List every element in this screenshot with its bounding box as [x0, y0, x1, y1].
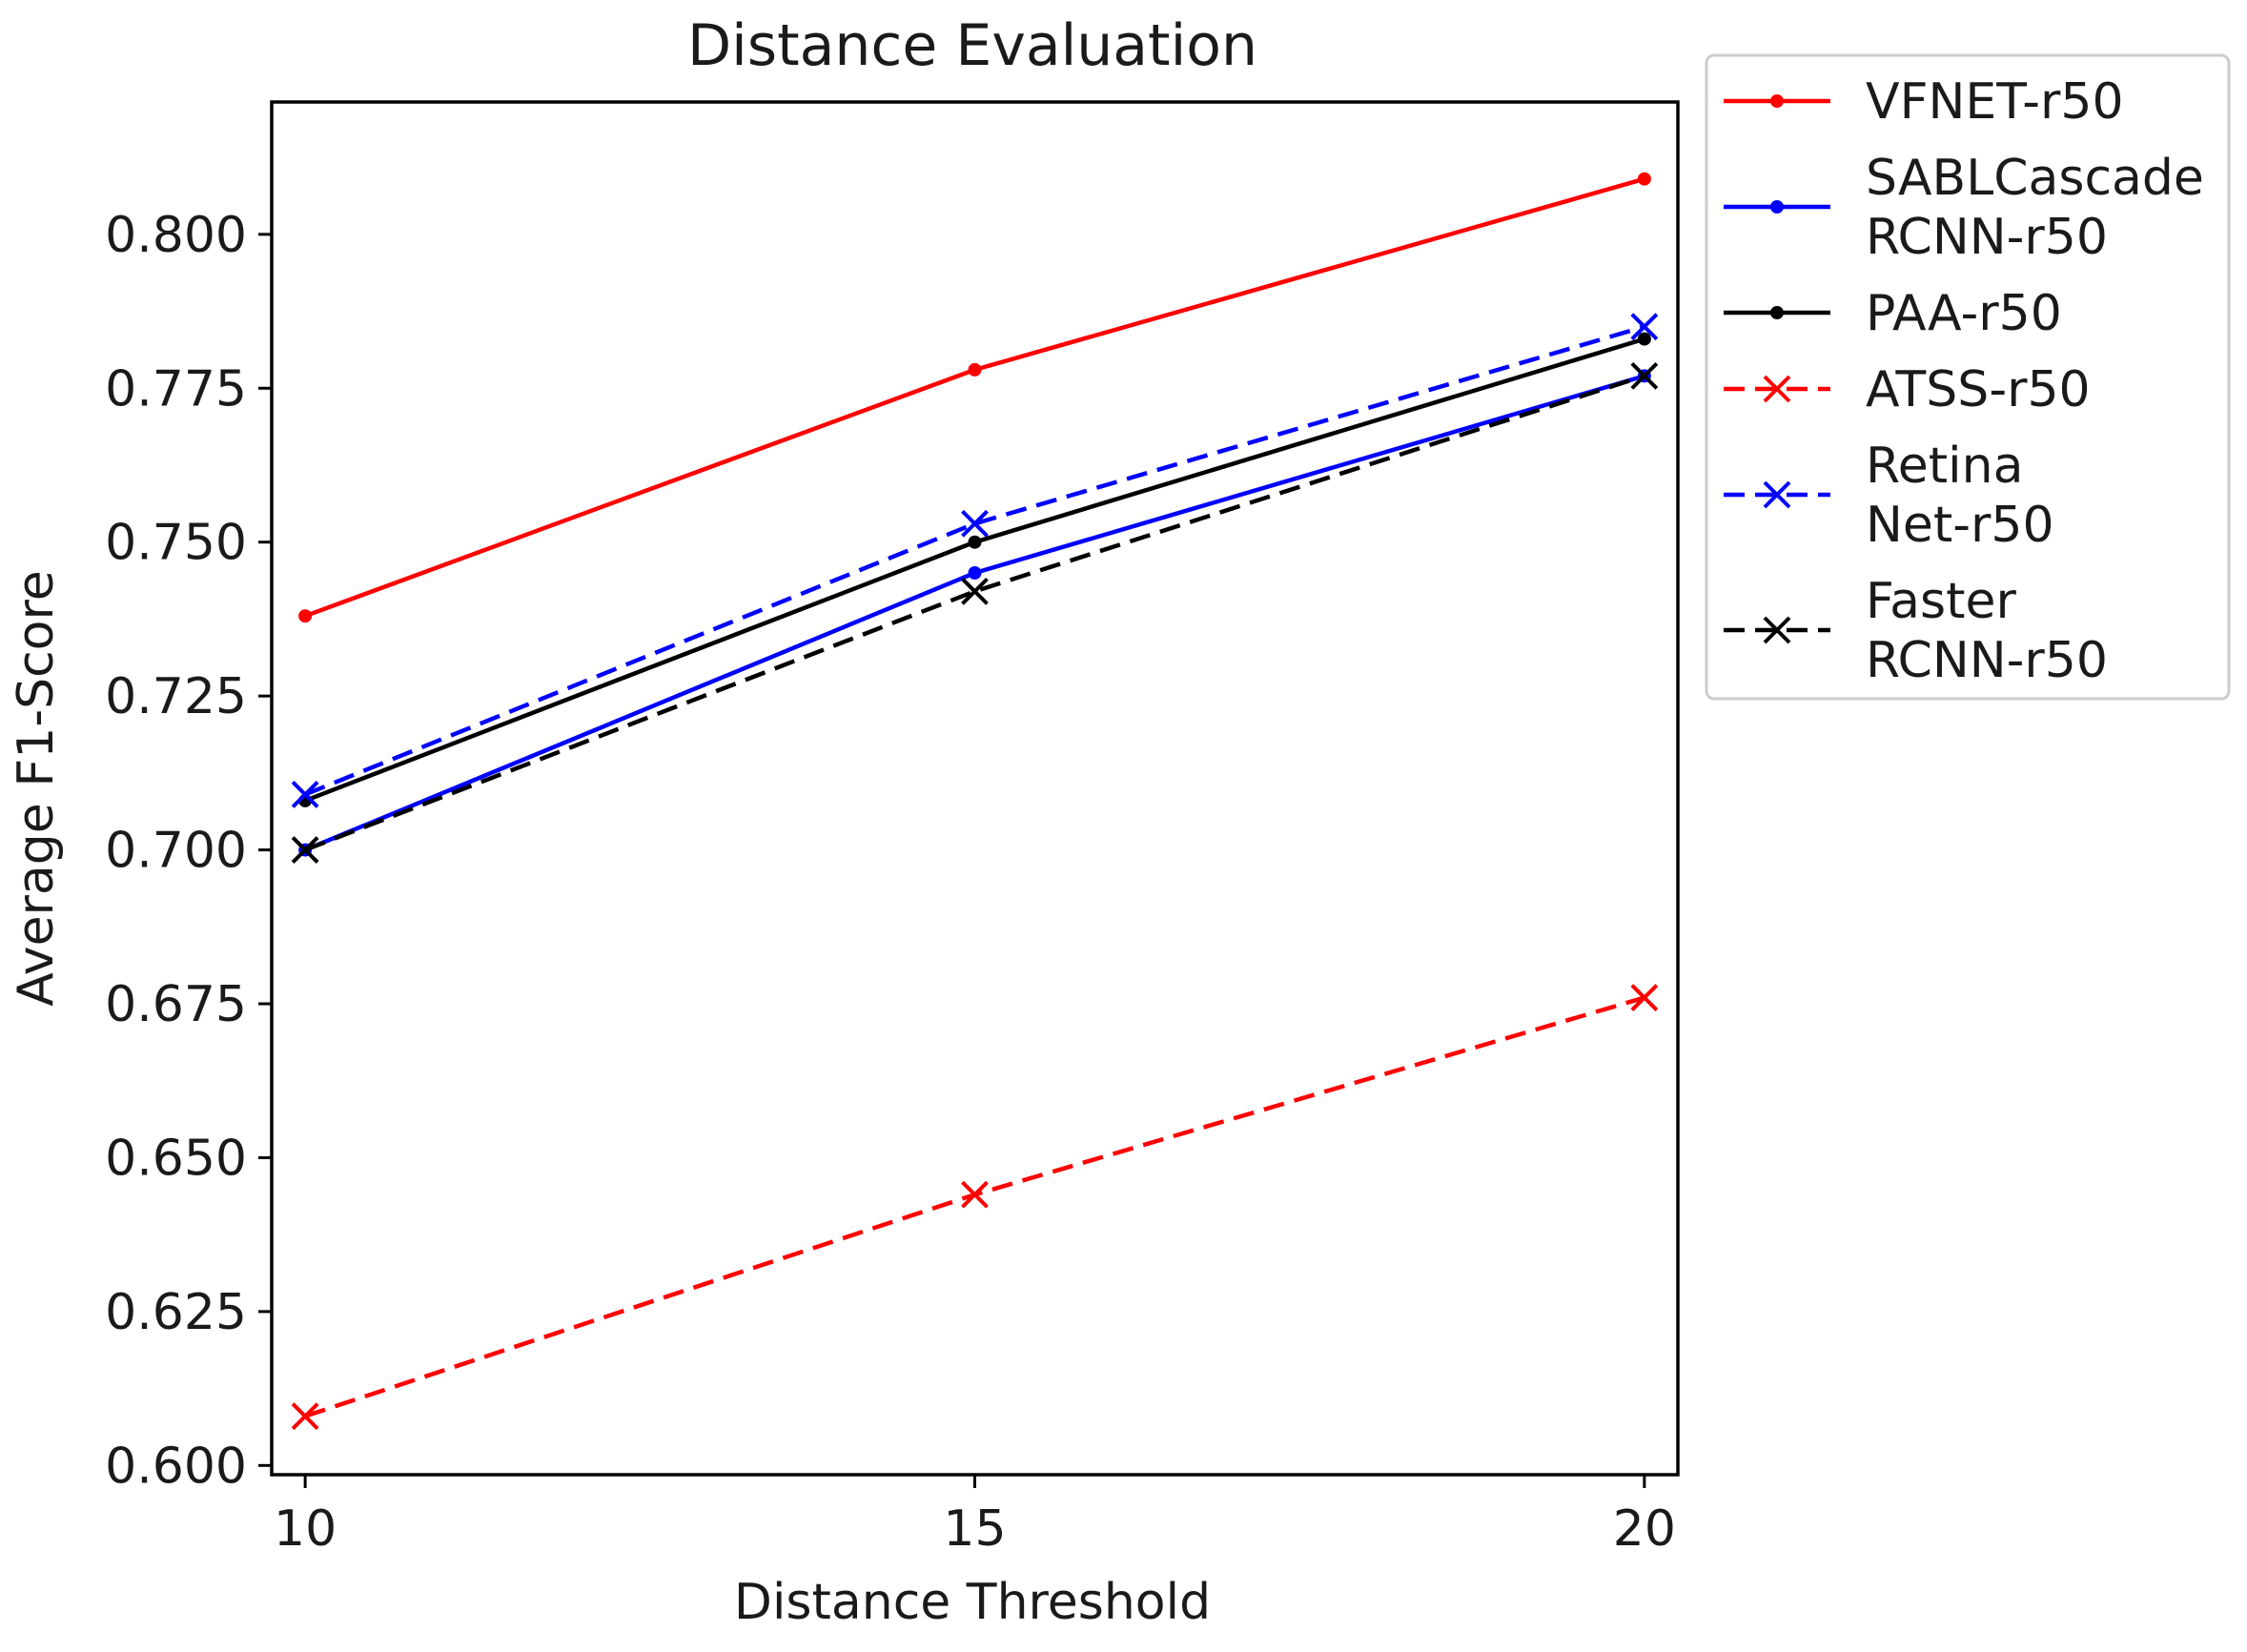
series-line — [304, 324, 1645, 797]
data-point-s3-p0 — [291, 1402, 319, 1431]
data-point-s4-p2 — [1630, 313, 1659, 341]
legend-label: RCNN-r50 — [1866, 632, 2108, 689]
series-vfnet-r50 — [298, 172, 1651, 623]
data-point-s2-p1 — [968, 535, 982, 549]
y-tick-label: 0.775 — [105, 360, 247, 418]
legend-marker — [1770, 200, 1784, 214]
y-axis: 0.600 0.625 0.650 0.675 0.700 0.725 0.750 0.775… — [105, 207, 272, 1495]
legend-entry-2: PAA-r50 — [1724, 285, 2062, 342]
y-tick-label: 0.800 — [105, 207, 247, 264]
legend-label: PAA-r50 — [1866, 285, 2062, 342]
y-tick-label: 0.750 — [105, 515, 247, 572]
series-faster-rcnn-r50 — [291, 361, 1659, 864]
plot-frame — [270, 100, 1680, 1477]
legend-entry-0: VFNET-r50 — [1724, 73, 2124, 131]
x-marker-stroke — [291, 1402, 319, 1431]
legend-marker — [1770, 94, 1784, 108]
legend-marker — [1763, 375, 1791, 403]
data-point-s5-p0 — [291, 836, 319, 864]
x-marker-stroke — [961, 509, 989, 538]
legend-frame — [1705, 53, 2231, 701]
x-marker-stroke — [1630, 313, 1659, 341]
x-marker-stroke — [1763, 616, 1791, 644]
x-marker-stroke — [1630, 361, 1659, 390]
legend-label: VFNET-r50 — [1866, 73, 2124, 131]
x-marker-stroke — [961, 577, 989, 605]
y-tick-label: 0.700 — [105, 823, 247, 880]
data-point-s5-p2 — [1630, 361, 1659, 390]
x-marker-stroke — [291, 836, 319, 864]
legend-label: Retina — [1866, 438, 2023, 495]
x-marker-stroke — [1763, 375, 1791, 403]
legend-marker — [1763, 480, 1791, 509]
chart-title: Distance Evaluation — [687, 12, 1257, 79]
legend-label: Faster — [1866, 573, 2016, 630]
data-point-s0-p1 — [968, 362, 982, 377]
data-point-s0-p2 — [1637, 172, 1651, 186]
series-sablcascade-rcnn-r50 — [298, 369, 1651, 857]
y-tick-label: 0.600 — [105, 1438, 247, 1495]
legend-marker — [1770, 306, 1784, 319]
y-tick-label: 0.675 — [105, 976, 247, 1033]
series-line — [304, 374, 1645, 852]
data-point-s5-p1 — [961, 577, 989, 605]
data-point-s0-p0 — [298, 609, 313, 623]
x-marker-stroke — [1630, 984, 1659, 1011]
x-tick-label: 10 — [274, 1500, 337, 1558]
x-tick-label: 20 — [1613, 1500, 1676, 1558]
x-tick-label: 15 — [943, 1500, 1006, 1558]
series-retina-net-r50 — [291, 313, 1659, 808]
legend-marker — [1763, 616, 1791, 644]
x-axis-label: Distance Threshold — [734, 1574, 1211, 1631]
legend-label: ATSS-r50 — [1866, 361, 2091, 418]
legend: VFNET-r50SABLCascadeRCNN-r50PAA-r50ATSS-… — [1705, 53, 2231, 701]
data-point-s4-p1 — [961, 509, 989, 538]
series-line — [304, 995, 1645, 1418]
legend-label: Net-r50 — [1866, 497, 2054, 554]
series-atss-r50 — [291, 984, 1659, 1431]
y-tick-label: 0.625 — [105, 1284, 247, 1341]
data-point-s1-p1 — [968, 565, 982, 580]
y-tick-label: 0.650 — [105, 1130, 247, 1187]
data-point-s3-p1 — [961, 1180, 989, 1209]
data-point-s2-p2 — [1637, 332, 1651, 346]
x-marker-stroke — [1763, 480, 1791, 509]
data-point-s4-p0 — [291, 781, 319, 808]
x-marker-stroke — [961, 1180, 989, 1209]
x-marker-stroke — [291, 781, 319, 808]
legend-label: SABLCascade — [1866, 150, 2204, 207]
series-line — [304, 176, 1645, 619]
legend-label: RCNN-r50 — [1866, 209, 2108, 266]
y-axis-label: Average F1-Score — [8, 570, 65, 1006]
plot-area — [291, 172, 1659, 1431]
legend-entry-3: ATSS-r50 — [1724, 361, 2091, 418]
y-tick-label: 0.725 — [105, 668, 247, 725]
series-line — [304, 374, 1645, 852]
data-point-s3-p2 — [1630, 984, 1659, 1011]
x-axis: 10 15 20 — [274, 1475, 1676, 1558]
